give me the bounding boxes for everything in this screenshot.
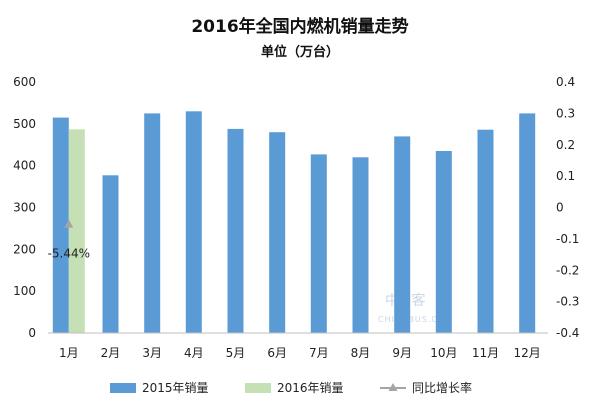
bar-1-10: [435, 151, 452, 333]
left-tick-label-4: 400: [13, 159, 36, 173]
x-tick-label-7: 7月: [309, 346, 329, 360]
left-tick-label-1: 100: [13, 284, 36, 298]
right-tick-label-2: -0.2: [556, 263, 579, 277]
legend-label-3: 同比增长率: [412, 380, 472, 395]
x-tick-label-1: 1月: [59, 346, 79, 360]
x-tick-label-12: 12月: [514, 346, 541, 360]
left-tick-label-0: 0: [28, 326, 36, 340]
growth-point-1: [64, 219, 74, 228]
right-tick-label-0: -0.4: [556, 326, 579, 340]
x-tick-label-10: 10月: [430, 346, 457, 360]
annotations-layer: -5.44%: [48, 247, 90, 261]
legend-label-2: 2016年销量: [277, 381, 344, 395]
x-tick-label-3: 3月: [142, 346, 162, 360]
right-tick-label-3: -0.1: [556, 232, 579, 246]
x-tick-label-9: 9月: [392, 346, 412, 360]
left-axis-ticks: 0 100 200 300 400 500 600: [13, 75, 36, 340]
left-tick-label-5: 500: [13, 117, 36, 131]
bar-1-2: [102, 175, 119, 333]
right-tick-label-6: 0.2: [556, 138, 575, 152]
right-tick-label-4: 0: [556, 201, 564, 215]
left-tick-label-6: 600: [13, 75, 36, 89]
right-tick-label-7: 0.3: [556, 106, 575, 120]
legend-marker-3: [388, 383, 398, 391]
bar-1-11: [477, 129, 494, 333]
bars-layer: [52, 111, 536, 334]
watermark-subtext: CHINABUS.COM: [378, 315, 453, 324]
right-axis-ticks: -0.4 -0.3 -0.2 -0.1 0 0.1 0.2 0.3 0.4: [556, 75, 579, 340]
right-tick-label-1: -0.3: [556, 295, 579, 309]
bar-1-6: [269, 132, 286, 333]
category-axis-ticks: 1月 2月 3月 4月 5月 6月 7月 8月 9月 10月 11月 12月: [59, 346, 541, 360]
left-tick-label-2: 200: [13, 242, 36, 256]
bar-1-12: [519, 113, 536, 334]
x-tick-label-2: 2月: [101, 346, 121, 360]
data-label-1: -5.44%: [48, 247, 90, 261]
x-tick-label-6: 6月: [267, 346, 287, 360]
bar-2-1: [68, 129, 85, 333]
growth-line-layer: [64, 219, 74, 228]
x-tick-label-4: 4月: [184, 346, 204, 360]
x-tick-label-5: 5月: [226, 346, 246, 360]
bar-1-4: [185, 111, 202, 333]
chart-subtitle: 单位（万台）: [261, 44, 339, 60]
bar-1-1: [52, 117, 69, 333]
bar-1-5: [227, 128, 244, 333]
bar-1-7: [310, 154, 327, 333]
legend-swatch-1: [110, 383, 136, 393]
chart-title: 2016年全国内燃机销量走势: [191, 16, 408, 37]
x-tick-label-11: 11月: [472, 346, 499, 360]
legend-label-1: 2015年销量: [142, 381, 209, 395]
left-tick-label-3: 300: [13, 201, 36, 215]
bar-1-8: [352, 157, 369, 333]
legend: 2015年销量 2016年销量 同比增长率: [110, 380, 472, 395]
legend-swatch-2: [245, 383, 271, 393]
right-tick-label-5: 0.1: [556, 169, 575, 183]
bar-1-9: [394, 136, 411, 333]
right-tick-label-8: 0.4: [556, 75, 575, 89]
bar-1-3: [144, 113, 161, 334]
x-tick-label-8: 8月: [351, 346, 371, 360]
